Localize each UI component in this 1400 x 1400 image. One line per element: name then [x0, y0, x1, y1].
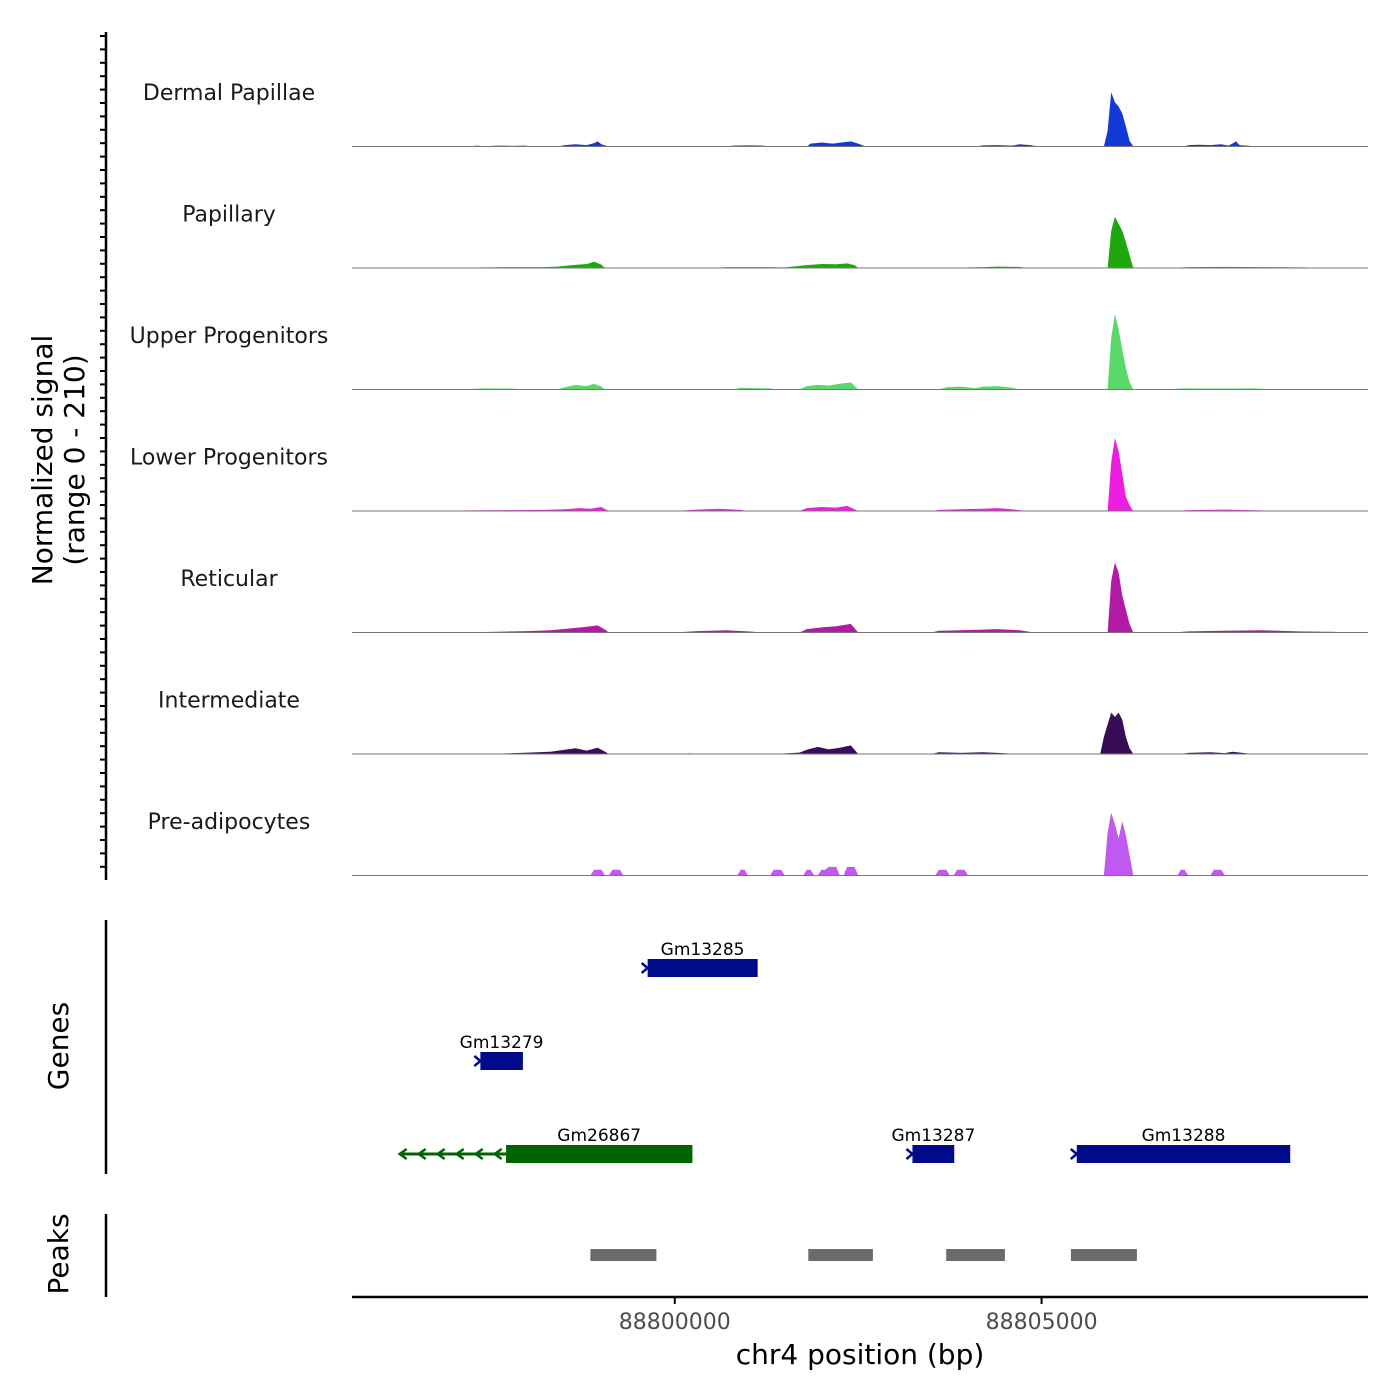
track-label-reticular: Reticular: [180, 567, 278, 592]
coverage-tracks: Dermal Papillae Papillary Upper Progenitor…: [130, 81, 1368, 876]
strand-arrow-gm13288: [1069, 1148, 1079, 1160]
coverage-area-reticular: [440, 562, 1343, 633]
coverage-area-pre-adipocytes: [590, 812, 1225, 876]
strand-arrow-gm13285: [640, 962, 650, 974]
gene-body-gm13287: [912, 1145, 955, 1163]
gene-body-gm13288: [1076, 1145, 1291, 1163]
strand-arrow-gm13287: [905, 1148, 915, 1160]
strand-arrow-gm26867: [454, 1147, 465, 1161]
strand-arrow-gm26867: [492, 1147, 503, 1161]
track-label-upper-progenitors: Upper Progenitors: [130, 324, 329, 349]
gene-label-gm13288: Gm13288: [1142, 1126, 1226, 1146]
gene-label-gm26867: Gm26867: [557, 1126, 641, 1146]
coverage-area-upper-progenitors: [454, 313, 1277, 390]
y-axis-title-line1: Normalized signal: [26, 335, 59, 586]
gene-label-gm13285: Gm13285: [661, 940, 745, 960]
track-label-papillary: Papillary: [182, 203, 276, 228]
gene-body-gm26867: [506, 1145, 693, 1163]
gene-label-gm13287: Gm13287: [891, 1126, 975, 1146]
x-axis-title: chr4 position (bp): [736, 1338, 985, 1371]
coverage-area-dermal-papillae: [469, 92, 1258, 147]
coverage-area-papillary: [454, 216, 1321, 268]
peaks-axis-title: Peaks: [42, 1213, 75, 1294]
strand-arrow-gm13279: [473, 1055, 483, 1067]
genes-axis-title: Genes: [42, 1002, 75, 1090]
strand-arrow-gm26867: [397, 1147, 408, 1161]
coverage-area-lower-progenitors: [440, 438, 1291, 511]
y-axis-title-line2: (range 0 - 210): [58, 354, 91, 565]
track-label-pre-adipocytes: Pre-adipocytes: [148, 810, 311, 835]
coverage-area-intermediate: [491, 712, 1262, 754]
peak-bar: [1070, 1249, 1137, 1261]
peak-bar: [590, 1249, 657, 1261]
strand-arrow-gm26867: [435, 1147, 446, 1161]
track-label-intermediate: Intermediate: [158, 689, 300, 714]
peak-bar: [808, 1249, 873, 1261]
strand-arrow-gm26867: [473, 1147, 484, 1161]
gene-label-gm13279: Gm13279: [460, 1033, 544, 1053]
gene-track: Gm13285 Gm13279 Gm26867 Gm13287 Gm13288: [104, 920, 1291, 1174]
coverage-y-axis: [100, 32, 108, 880]
gene-body-gm13285: [647, 959, 758, 977]
x-tick-label: 88805000: [986, 1310, 1098, 1335]
x-tick-label: 88800000: [619, 1310, 731, 1335]
track-label-lower-progenitors: Lower Progenitors: [130, 446, 328, 471]
track-label-dermal-papillae: Dermal Papillae: [143, 81, 315, 106]
gene-body-gm13279: [480, 1052, 523, 1070]
strand-arrow-gm26867: [416, 1147, 427, 1161]
peak-track: [104, 1214, 1137, 1297]
peak-bar: [946, 1249, 1005, 1261]
x-axis: 88800000 88805000: [352, 1295, 1368, 1335]
